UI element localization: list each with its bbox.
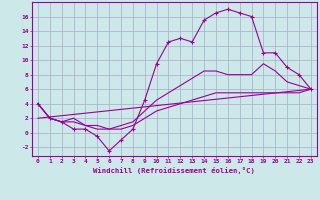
X-axis label: Windchill (Refroidissement éolien,°C): Windchill (Refroidissement éolien,°C) — [93, 167, 255, 174]
